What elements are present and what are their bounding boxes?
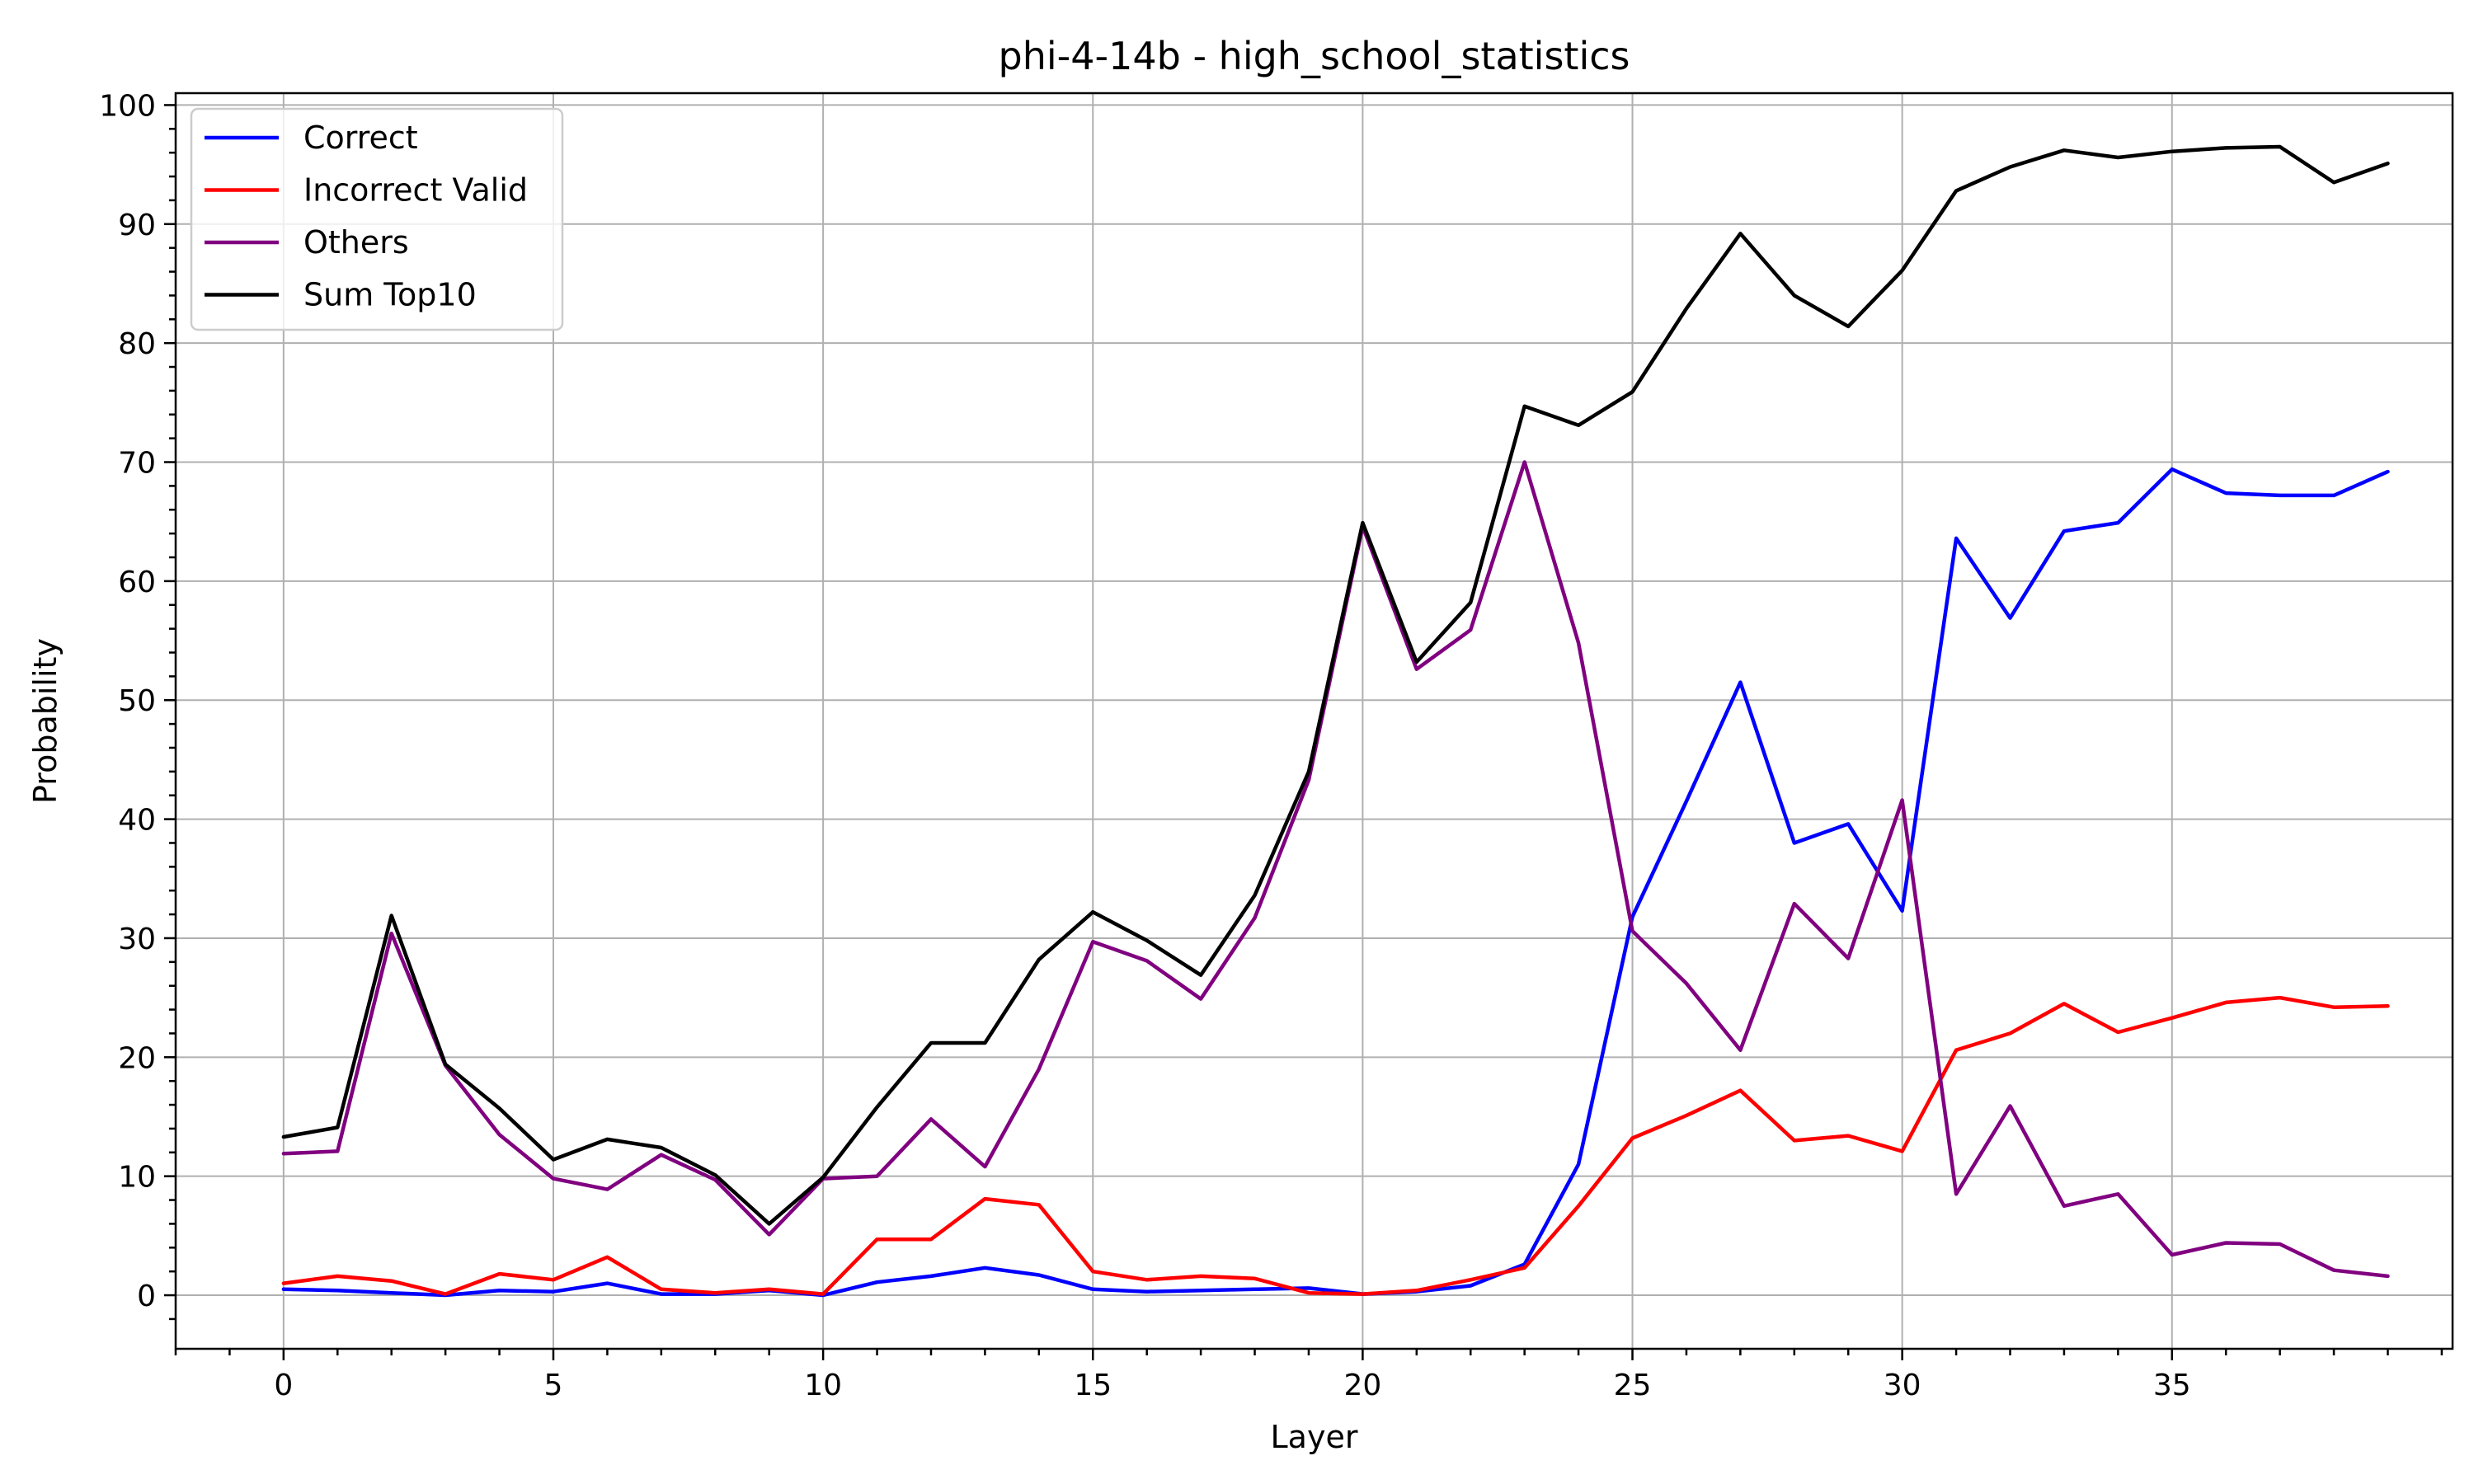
x-tick-label: 5 xyxy=(544,1369,563,1402)
x-tick-label: 30 xyxy=(1884,1369,1921,1402)
y-tick-label: 20 xyxy=(118,1041,156,1075)
legend: Correct Incorrect Valid Others Sum Top10 xyxy=(190,107,564,331)
x-tick-label: 20 xyxy=(1343,1369,1381,1402)
legend-label: Others xyxy=(303,224,409,261)
series-line-incorrect-valid xyxy=(281,995,2390,1296)
x-axis-label: Layer xyxy=(1271,1419,1358,1455)
legend-box xyxy=(190,107,564,331)
y-tick-label: 70 xyxy=(118,447,156,481)
series-line-sum-top10 xyxy=(281,144,2390,1226)
y-tick-label: 10 xyxy=(118,1161,156,1195)
series-lines xyxy=(281,144,2390,1298)
y-tick-label: 50 xyxy=(118,684,156,718)
series-line-correct xyxy=(281,467,2390,1298)
y-tick-label: 100 xyxy=(99,89,156,123)
x-tick-label: 10 xyxy=(804,1369,842,1402)
chart-title: phi-4-14b - high_school_statistics xyxy=(999,34,1630,78)
legend-label: Correct xyxy=(303,120,418,156)
legend-label: Sum Top10 xyxy=(303,277,477,313)
plot-frame xyxy=(174,92,2454,1350)
y-tick-label: 60 xyxy=(118,566,156,599)
axis-ticks: 0 5 10 15 20 25 30 35 0 10 20 30 40 50 60 70 80 90 100 xyxy=(99,89,2443,1402)
y-tick-label: 30 xyxy=(118,923,156,956)
y-tick-label: 90 xyxy=(118,209,156,242)
y-axis-label: Probability xyxy=(27,638,63,804)
x-tick-label: 25 xyxy=(1614,1369,1652,1402)
y-tick-label: 80 xyxy=(118,327,156,361)
legend-label: Incorrect Valid xyxy=(303,172,528,209)
y-tick-label: 40 xyxy=(118,804,156,838)
grid xyxy=(176,93,2453,1349)
x-tick-label: 35 xyxy=(2153,1369,2191,1402)
y-tick-label: 0 xyxy=(137,1280,156,1313)
x-tick-label: 0 xyxy=(274,1369,293,1402)
x-tick-label: 15 xyxy=(1074,1369,1112,1402)
